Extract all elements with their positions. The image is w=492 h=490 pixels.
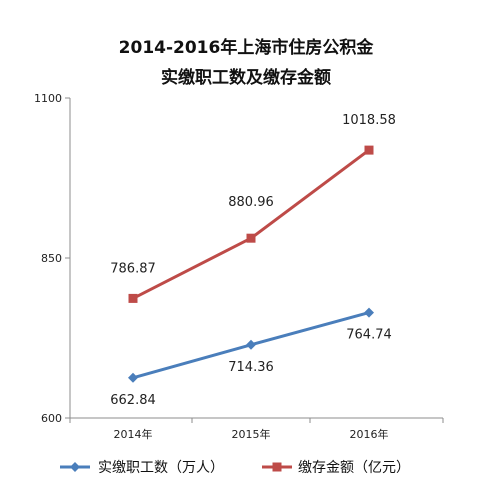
legend-marker bbox=[70, 462, 80, 472]
x-axis-ticks: 2014年 2015年 2016年 bbox=[69, 418, 444, 441]
data-label: 880.96 bbox=[228, 195, 274, 210]
x-tick-label: 2016年 bbox=[350, 427, 389, 441]
series-layer bbox=[128, 145, 374, 383]
y-axis-ticks: 600 850 1100 bbox=[34, 92, 70, 425]
data-labels: 662.84 714.36 764.74 786.87 880.96 1018.58 bbox=[110, 113, 396, 408]
chart-title-line-2: 实缴职工数及缴存金额 bbox=[161, 67, 331, 88]
series-2 bbox=[128, 145, 374, 303]
data-label: 1018.58 bbox=[342, 113, 396, 128]
data-point bbox=[246, 233, 256, 243]
data-point bbox=[128, 372, 138, 383]
series-1 bbox=[128, 307, 374, 383]
data-label: 714.36 bbox=[228, 360, 274, 375]
legend-item-1: 实缴职工数（万人） bbox=[60, 460, 224, 476]
series-line bbox=[131, 148, 371, 300]
x-tick-label: 2015年 bbox=[232, 427, 271, 441]
legend-label: 缴存金额（亿元） bbox=[298, 460, 410, 476]
y-tick-label: 600 bbox=[41, 412, 62, 425]
data-point bbox=[128, 293, 138, 303]
data-label: 786.87 bbox=[110, 261, 156, 276]
data-point bbox=[364, 145, 374, 155]
data-label: 764.74 bbox=[346, 328, 392, 343]
legend: 实缴职工数（万人） 缴存金额（亿元） bbox=[60, 460, 410, 476]
x-tick-label: 2014年 bbox=[114, 427, 153, 441]
data-point bbox=[364, 307, 374, 318]
legend-marker bbox=[272, 462, 282, 472]
chart-title-line-1: 2014-2016年上海市住房公积金 bbox=[119, 37, 375, 58]
legend-label: 实缴职工数（万人） bbox=[98, 460, 224, 476]
data-label: 662.84 bbox=[110, 393, 156, 408]
legend-item-2: 缴存金额（亿元） bbox=[262, 460, 410, 476]
y-tick-label: 850 bbox=[41, 252, 62, 265]
y-tick-label: 1100 bbox=[34, 92, 62, 105]
data-point bbox=[246, 339, 256, 350]
